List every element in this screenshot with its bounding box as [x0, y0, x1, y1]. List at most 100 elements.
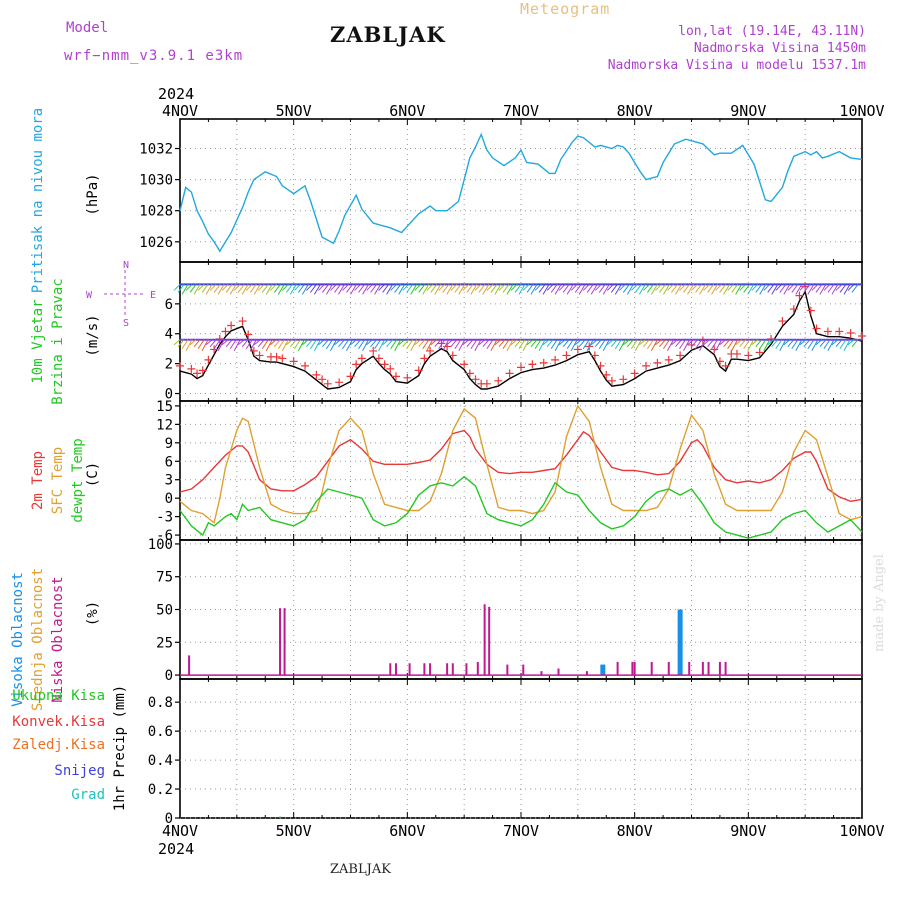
wind-barb: [297, 284, 305, 293]
wind-barb: [675, 284, 682, 295]
cloudiness-bar: [446, 663, 449, 676]
wind-barb: [578, 284, 586, 295]
wind-barb: [177, 339, 185, 348]
wind-gust-marker: [437, 339, 446, 348]
wind-barb: [819, 284, 827, 295]
wind-barb: [378, 339, 386, 351]
compass-w: W: [86, 290, 93, 301]
wind-gust-marker: [249, 346, 258, 355]
wind-barb: [538, 339, 546, 351]
wind-barb: [727, 339, 735, 349]
cloudiness-bar: [279, 608, 282, 676]
wind-barb: [313, 339, 321, 351]
wind-barb: [711, 339, 718, 349]
wind-barb: [823, 339, 831, 349]
x-tick-label-top: 6NOV: [389, 102, 425, 120]
wind-gust-marker: [744, 351, 753, 360]
wind-ytick-label: 0: [165, 387, 173, 403]
wind-gust-marker: [517, 363, 525, 372]
wind-barb: [370, 339, 377, 348]
wind-barb: [719, 284, 726, 293]
wind-gust-marker: [244, 330, 253, 339]
cloudiness-bar: [688, 661, 691, 676]
wind-barb: [775, 284, 783, 291]
wind-barb: [245, 339, 253, 349]
cloudiness-ytick-label: 0: [165, 668, 173, 684]
cloudiness-ytick-label: 75: [156, 570, 173, 586]
precipitation-panel: [175, 678, 863, 819]
wind-gust-marker: [715, 357, 724, 366]
x-tick-label-top: 4NOV: [162, 102, 198, 120]
wind-barb: [839, 339, 847, 349]
cloudiness-panel: [175, 539, 863, 680]
wind-barb: [454, 284, 462, 293]
wind-barb: [827, 339, 835, 351]
wind-ylabel: Brzina i Pravac: [50, 278, 66, 404]
wind-barb: [574, 339, 582, 346]
wind-barb: [558, 284, 566, 291]
wind-barb: [759, 339, 767, 349]
wind-barb: [655, 284, 662, 291]
wind-barb: [767, 284, 775, 293]
wind-barb: [562, 284, 570, 293]
wind-barb: [799, 284, 807, 291]
wind-barb: [755, 339, 763, 348]
wind-barb: [570, 339, 578, 351]
wind-gust-marker: [448, 351, 457, 360]
wind-barb: [671, 284, 678, 293]
wind-barb: [811, 284, 819, 291]
wind-barb: [470, 339, 478, 349]
wind-barb: [835, 339, 843, 348]
wind-barb: [450, 339, 458, 348]
temperature-unit-label: (C): [85, 462, 101, 487]
wind-barb: [398, 339, 405, 346]
wind-barb: [498, 339, 506, 348]
precip-legend-item: Snijeg: [54, 763, 105, 779]
cloudiness-bar: [616, 661, 619, 676]
wind-barb: [526, 284, 534, 293]
precipitation-ytick-label: 0: [165, 811, 173, 827]
wind-gust-marker: [352, 360, 361, 369]
wind-barb: [374, 284, 382, 295]
wind-barb: [590, 339, 598, 346]
wind-gust-marker: [619, 375, 628, 384]
wind-gust-marker: [318, 375, 327, 384]
wind-gust-marker: [573, 345, 582, 354]
wind-barb: [526, 339, 534, 346]
wind-barb: [643, 284, 650, 291]
wind-barb: [506, 339, 514, 351]
wind-barb: [542, 339, 550, 346]
wind-gust-marker: [806, 306, 815, 315]
wind-barb: [233, 339, 241, 351]
temperature-series-line: [179, 429, 863, 503]
wind-barb: [217, 339, 225, 351]
wind-gust-marker: [198, 366, 207, 375]
precipitation-ytick-label: 0.2: [148, 782, 173, 798]
temperature-ytick-label: -3: [156, 510, 173, 526]
wind-barb: [265, 284, 273, 295]
wind-barb: [779, 284, 787, 293]
wind-barb: [550, 284, 558, 293]
wind-barb: [237, 339, 245, 346]
wind-barb: [530, 339, 538, 348]
wind-barb: [458, 284, 466, 295]
wind-barb: [795, 339, 803, 351]
cloudiness-bar: [557, 668, 560, 676]
wind-barb: [843, 284, 851, 295]
wind-barb: [229, 284, 237, 295]
wind-barb: [302, 339, 309, 346]
wind-gust-marker: [602, 370, 611, 379]
wind-barb: [538, 284, 546, 293]
lonlat-label: lon,lat (19.14E, 43.11N): [678, 24, 866, 39]
x-tick-label-top: 7NOV: [503, 102, 539, 120]
cloudiness-bar: [488, 606, 491, 676]
wind-barb: [763, 284, 771, 291]
x-tick-label-bottom: 4NOV: [162, 822, 198, 840]
wind-barb: [767, 339, 775, 346]
wind-barb: [398, 284, 406, 295]
wind-barb: [827, 284, 835, 293]
pressure-series-line: [179, 132, 863, 253]
cloudiness-bar: [701, 661, 704, 676]
wind-barb: [731, 284, 739, 293]
wind-barb: [350, 339, 357, 346]
